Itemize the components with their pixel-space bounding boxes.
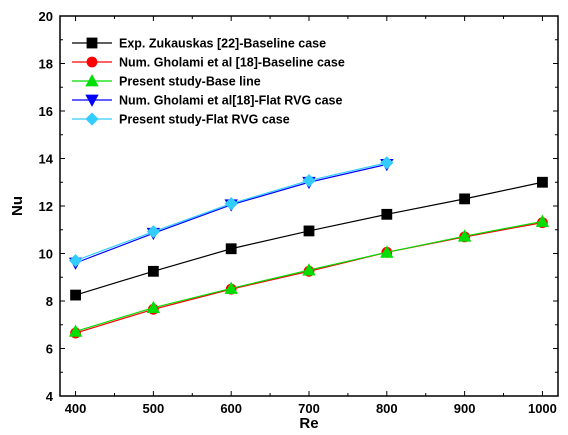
y-tick-label: 12 <box>39 199 53 214</box>
legend-entry: Num. Gholami et al[18]-Flat RVG case <box>72 94 342 108</box>
x-tick-label: 400 <box>65 401 87 416</box>
y-tick-label: 18 <box>39 57 53 72</box>
legend-marker <box>85 94 99 107</box>
data-point <box>68 254 83 268</box>
x-axis-title: Re <box>299 415 318 432</box>
x-tick-label: 1000 <box>528 401 557 416</box>
legend-marker <box>86 37 98 49</box>
legend-label: Num. Gholami et al [18]-Baseline case <box>119 56 345 70</box>
data-point <box>303 225 315 237</box>
legend-marker <box>86 56 98 68</box>
series-4 <box>68 156 394 268</box>
legend-label: Present study-Flat RVG case <box>119 113 290 127</box>
legend-label: Num. Gholami et al[18]-Flat RVG case <box>119 94 342 108</box>
y-tick-label: 20 <box>39 9 53 24</box>
series-0 <box>70 176 548 301</box>
data-point <box>147 265 159 277</box>
legend-entry: Present study-Flat RVG case <box>72 112 290 127</box>
y-tick-label: 4 <box>46 389 54 404</box>
x-tick-label: 600 <box>220 401 242 416</box>
series-line <box>75 181 543 296</box>
axes: 400 500 600 700 800 900 1000 4 6 8 10 12 14 16 18 20 <box>39 9 558 416</box>
data-point <box>380 245 394 258</box>
data-point <box>225 243 237 255</box>
legend-entry: Num. Gholami et al [18]-Baseline case <box>72 56 345 70</box>
plot-marks <box>68 156 550 339</box>
y-tick-label: 6 <box>46 342 53 357</box>
data-point <box>224 197 238 211</box>
legend-marker <box>85 112 99 126</box>
legend-entry: Exp. Zukauskas [22]-Baseline case <box>72 37 326 51</box>
x-tick-label: 700 <box>298 401 320 416</box>
data-point <box>459 193 471 205</box>
y-tick-label: 8 <box>46 294 53 309</box>
data-point <box>380 156 394 170</box>
y-tick-label: 14 <box>39 152 54 167</box>
plot-frame <box>59 15 559 397</box>
legend-label: Present study-Base line <box>119 75 261 89</box>
data-point <box>302 263 316 276</box>
data-point <box>535 214 550 227</box>
legend-label: Exp. Zukauskas [22]-Baseline case <box>119 37 326 51</box>
data-point <box>68 324 83 337</box>
series-2 <box>68 214 550 337</box>
y-tick-label: 16 <box>39 104 53 119</box>
data-point <box>381 208 393 220</box>
data-point <box>146 300 161 314</box>
y-tick-label: 10 <box>39 247 53 262</box>
data-point <box>224 281 238 294</box>
data-point <box>302 174 316 188</box>
data-point <box>537 176 548 188</box>
x-tick-label: 900 <box>454 401 476 416</box>
y-axis-title: Nu <box>9 196 26 216</box>
data-point <box>70 289 81 301</box>
series-line <box>75 222 543 334</box>
data-point <box>146 225 160 239</box>
legend-marker <box>85 74 99 87</box>
data-point <box>457 229 472 242</box>
x-tick-label: 500 <box>143 401 165 416</box>
x-tick-label: 800 <box>376 401 398 416</box>
legend: Exp. Zukauskas [22]-Baseline case Num. Gh… <box>72 37 345 127</box>
legend-entry: Present study-Base line <box>72 74 261 89</box>
